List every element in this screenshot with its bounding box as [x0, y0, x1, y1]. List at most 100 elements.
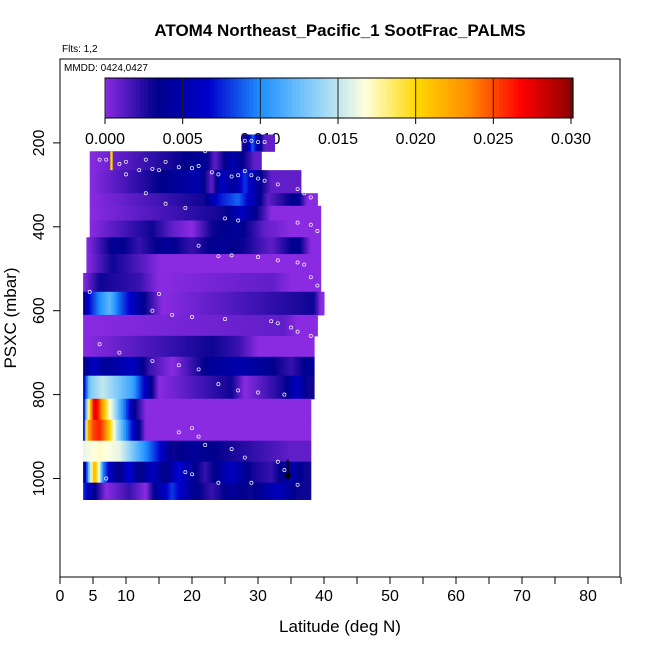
heatmap-cell — [94, 375, 97, 400]
heatmap-cell — [229, 170, 233, 194]
heatmap-cell — [239, 398, 242, 421]
heatmap-cell — [86, 314, 89, 337]
heatmap-cell — [291, 291, 294, 316]
heatmap-cell — [258, 375, 261, 400]
heatmap-cell — [145, 398, 148, 421]
heatmap-cell — [195, 272, 198, 293]
heatmap-cell — [99, 193, 102, 207]
heatmap-cell — [102, 291, 106, 316]
heatmap-cell — [137, 375, 140, 400]
heatmap-cell — [243, 314, 246, 337]
heatmap-cell — [274, 193, 277, 207]
heatmap-cell — [231, 356, 234, 377]
heatmap-cell — [198, 461, 201, 484]
heatmap-cell — [249, 272, 252, 293]
heatmap-cell — [223, 461, 226, 484]
heatmap-cell — [122, 356, 125, 377]
heatmap-cell — [140, 254, 143, 274]
heatmap-cell — [251, 272, 254, 293]
heatmap-cell — [145, 291, 148, 316]
heatmap-cell — [116, 440, 119, 463]
heatmap-cell — [267, 205, 271, 222]
heatmap-cell — [168, 205, 172, 222]
heatmap-cell — [185, 220, 188, 238]
sample-point — [256, 140, 260, 145]
colorbar-swatch — [163, 78, 168, 118]
colorbar-swatch — [549, 78, 555, 118]
heatmap-cell — [264, 419, 267, 442]
heatmap-cell — [216, 151, 219, 171]
heatmap-cell — [107, 193, 110, 207]
black-arrow-head — [283, 473, 292, 481]
heatmap-cell — [195, 237, 198, 255]
heatmap-cell — [135, 291, 139, 316]
heatmap-cell — [135, 335, 139, 358]
colorbar-swatch — [210, 78, 215, 118]
heatmap-cell — [111, 205, 114, 222]
heatmap-cell — [243, 356, 246, 377]
heatmap-cell — [167, 237, 170, 255]
heatmap-cell — [271, 205, 274, 222]
heatmap-cell — [286, 254, 289, 274]
heatmap-cell — [294, 237, 297, 255]
heatmap-cell — [178, 291, 181, 316]
heatmap-cell — [163, 220, 167, 238]
heatmap-cell — [104, 237, 107, 255]
heatmap-cell — [266, 291, 269, 316]
colorbar-swatch — [218, 78, 223, 118]
heatmap-cell — [178, 193, 181, 207]
heatmap-cell — [195, 254, 198, 274]
heatmap-cell — [206, 193, 209, 207]
heatmap-cell — [130, 193, 134, 207]
heatmap-cell — [168, 272, 172, 293]
heatmap-cell — [294, 356, 297, 377]
heatmap-cell — [180, 237, 183, 255]
heatmap-cell — [262, 419, 266, 442]
colorbar-swatch — [206, 78, 211, 118]
heatmap-cell — [152, 170, 155, 194]
heatmap-cell — [172, 205, 175, 222]
heatmap-cell — [205, 440, 208, 463]
heatmap-cell — [310, 375, 313, 400]
heatmap-cell — [180, 482, 183, 500]
heatmap-cell — [160, 461, 163, 484]
heatmap-cell — [122, 398, 125, 421]
heatmap-cell — [127, 335, 130, 358]
colorbar-swatch — [463, 78, 469, 118]
heatmap-cell — [239, 375, 242, 400]
heatmap-cell — [129, 356, 132, 377]
heatmap-cell — [259, 220, 262, 238]
heatmap-cell — [99, 254, 102, 274]
heatmap-cell — [192, 291, 195, 316]
heatmap-cell — [226, 151, 229, 171]
heatmap-cell — [192, 237, 195, 255]
heatmap-cell — [93, 220, 96, 238]
heatmap-cell — [259, 314, 262, 337]
heatmap-cell — [234, 314, 238, 337]
heatmap-cell — [195, 205, 198, 222]
heatmap-cell — [307, 440, 310, 463]
heatmap-cell — [139, 419, 142, 442]
heatmap-cell — [147, 170, 150, 194]
heatmap-cell — [193, 272, 196, 293]
heatmap-cell — [93, 170, 96, 194]
heatmap-cell — [309, 237, 312, 255]
heatmap-cell — [119, 461, 122, 484]
heatmap-cell — [160, 237, 163, 255]
heatmap-cell — [269, 440, 272, 463]
heatmap-cell — [279, 461, 282, 484]
heatmap-cell — [119, 272, 122, 293]
heatmap-cell — [244, 134, 247, 152]
heatmap-cell — [188, 170, 191, 194]
heatmap-cell — [130, 419, 134, 442]
heatmap-cell — [277, 170, 280, 194]
heatmap-cell — [312, 193, 315, 207]
heatmap-cell — [106, 170, 109, 194]
heatmap-cell — [297, 461, 300, 484]
heatmap-cell — [190, 205, 193, 222]
heatmap-cell — [286, 205, 289, 222]
heatmap-cell — [302, 356, 305, 377]
heatmap-cell — [246, 254, 249, 274]
heatmap-cell — [86, 254, 89, 274]
heatmap-cell — [223, 419, 226, 442]
